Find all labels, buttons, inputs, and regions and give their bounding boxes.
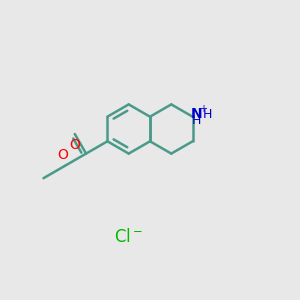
Text: $\mathbf{N}$: $\mathbf{N}$ [190,107,203,121]
Text: Cl$^-$: Cl$^-$ [114,228,144,246]
Text: H: H [203,108,212,122]
Text: H: H [191,114,201,127]
Text: O: O [69,138,80,152]
Text: O: O [58,148,68,162]
Text: +: + [199,104,207,114]
